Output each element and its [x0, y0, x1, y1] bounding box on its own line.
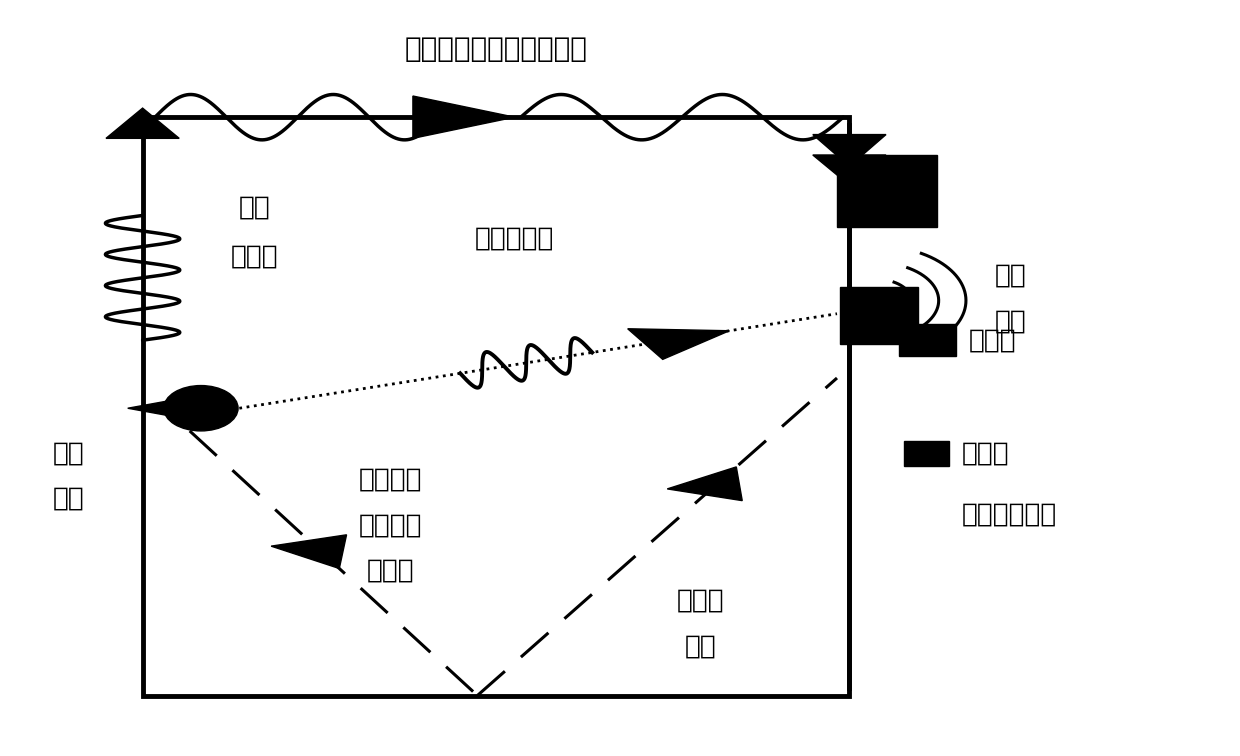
Polygon shape [812, 155, 887, 185]
Text: 壳体结构: 壳体结构 [358, 467, 423, 493]
Text: 信号: 信号 [994, 263, 1027, 289]
Polygon shape [128, 392, 219, 425]
Text: 干扰: 干扰 [994, 308, 1027, 334]
Text: 壳体结构路径传播的声波: 壳体结构路径传播的声波 [404, 35, 588, 64]
Text: 的声波: 的声波 [367, 558, 414, 584]
Bar [143, 117, 849, 696]
Circle shape [164, 386, 238, 431]
Polygon shape [627, 329, 729, 359]
Text: 放电源: 放电源 [231, 244, 278, 270]
Text: 筱体: 筱体 [684, 634, 717, 659]
Text: 内置式: 内置式 [968, 327, 1017, 353]
Text: 信号: 信号 [52, 441, 84, 466]
Polygon shape [105, 108, 180, 138]
Text: 局部: 局部 [238, 195, 270, 221]
Text: 衰减: 衰减 [52, 486, 84, 512]
Bar [837, 155, 936, 227]
Polygon shape [413, 96, 515, 138]
Text: 外置式: 外置式 [961, 441, 1009, 466]
Polygon shape [272, 534, 346, 569]
Text: 导致反射: 导致反射 [358, 513, 423, 538]
Text: 超声波传感器: 超声波传感器 [961, 501, 1056, 527]
Bar [899, 324, 956, 356]
Polygon shape [812, 135, 887, 166]
Bar [841, 287, 918, 344]
Text: 变压器: 变压器 [677, 588, 724, 614]
Bar [904, 442, 949, 466]
Text: 直达的声波: 直达的声波 [475, 225, 554, 251]
Polygon shape [667, 467, 743, 500]
